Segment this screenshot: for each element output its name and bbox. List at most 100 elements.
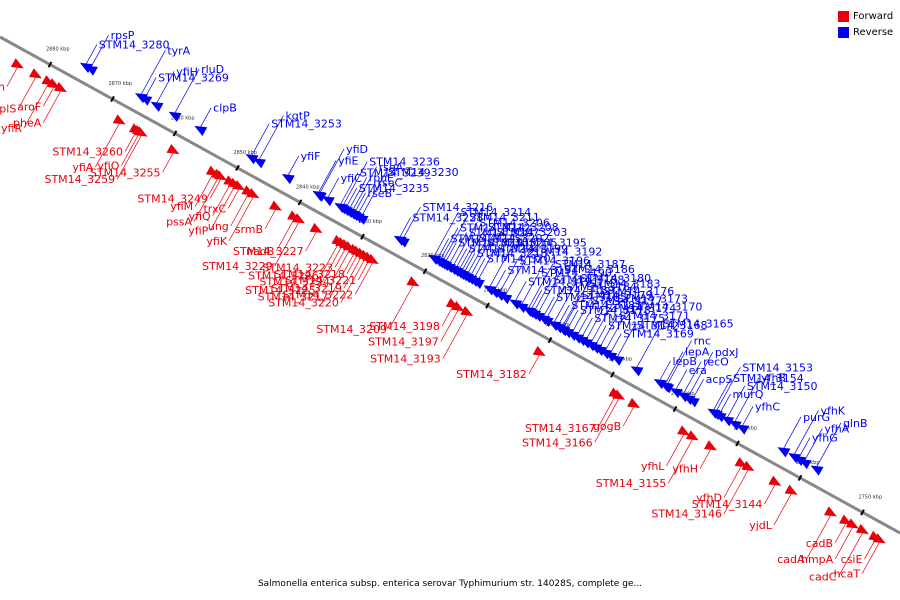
gene-arrow[interactable] [741,460,755,472]
gene-label[interactable]: STM14_3154 [733,372,804,385]
gene-label[interactable]: STM14_3170 [632,300,703,313]
gene-label[interactable]: kgtP [285,110,310,123]
gene-arrow[interactable] [736,424,750,435]
gene-arrow[interactable] [612,389,626,400]
gene-label[interactable]: STM14_3259 [44,173,115,186]
gene-arrow[interactable] [28,68,42,79]
gene-label[interactable]: yfhB [761,372,786,385]
gene-label[interactable]: STM14_3205 [487,237,558,250]
gene-label[interactable]: STM14_3269 [158,71,229,84]
gene-label[interactable]: yfiF [301,150,321,163]
gene-label[interactable]: STM14_3214 [460,206,531,219]
gene-label[interactable]: rseB [368,187,393,200]
gene-arrow[interactable] [166,143,180,155]
gene-label[interactable]: STM14_3194 [508,264,579,277]
gene-label[interactable]: STM14_3193 [370,353,441,366]
gene-label[interactable]: STM14_3186 [564,263,635,276]
gene-label[interactable]: yfiP [188,225,208,238]
gene-label[interactable]: STM14_3172 [608,319,679,332]
gene-arrow[interactable] [532,345,546,356]
gene-label[interactable]: STM14_3222 [282,288,353,301]
gene-arrow[interactable] [604,351,618,362]
gene-label[interactable]: murQ [733,388,764,401]
gene-arrow[interactable] [150,101,164,112]
gene-label[interactable]: cadA [777,553,805,566]
gene-arrow[interactable] [703,440,717,451]
gene-arrow[interactable] [451,301,465,312]
gene-arrow[interactable] [686,397,700,408]
gene-arrow[interactable] [483,285,497,296]
gene-arrow[interactable] [515,302,529,314]
gene-label[interactable]: STM14_3220 [268,297,339,310]
gene-label[interactable]: STM14_3168 [637,319,708,332]
gene-label[interactable]: yfiQ [189,210,211,223]
gene-label[interactable]: pheA [13,117,42,130]
gene-label[interactable]: yfhD [696,492,722,505]
gene-arrow[interactable] [872,533,886,544]
gene-arrow[interactable] [268,200,282,211]
gene-label[interactable]: rpsP [111,29,135,42]
gene-label[interactable]: STM14_3230 [388,166,459,179]
gene-label[interactable]: STM14_3207 [469,227,540,240]
gene-label[interactable]: STM14_3180 [580,272,651,285]
gene-label[interactable]: STM14_3187 [555,258,626,271]
gene-label[interactable]: STM14_3216 [422,201,493,214]
gene-arrow[interactable] [134,93,148,104]
gene-arrow[interactable] [84,65,98,76]
gene-arrow[interactable] [627,397,641,408]
gene-arrow[interactable] [566,330,580,341]
gene-label[interactable]: recO [703,356,729,369]
gene-label[interactable]: STM14_3221 [286,274,357,287]
gene-arrow[interactable] [575,335,589,347]
gene-arrow[interactable] [788,453,802,464]
gene-arrow[interactable] [685,430,699,441]
gene-arrow[interactable] [245,154,259,165]
gene-arrow[interactable] [661,383,675,394]
gene-arrow[interactable] [531,311,545,323]
gene-arrow[interactable] [571,333,585,344]
gene-arrow[interactable] [471,278,485,289]
gene-label[interactable]: STM14_3182 [456,368,527,381]
gene-label[interactable]: STM14_3198 [369,320,440,333]
gene-label[interactable]: clpB [213,102,237,115]
gene-arrow[interactable] [460,305,474,317]
gene-label[interactable]: STM14_3204 [469,243,540,256]
gene-label[interactable]: yfhC [755,400,780,413]
gene-label[interactable]: pssA [166,216,192,229]
gene-label[interactable]: STM14_3217 [258,291,329,304]
gene-label[interactable]: cadB [806,537,833,550]
gene-arrow[interactable] [246,188,260,199]
gene-label[interactable]: rseC [377,176,402,189]
gene-arrow[interactable] [355,214,369,225]
gene-arrow[interactable] [321,196,335,207]
gene-label[interactable]: STM14_3183 [590,277,661,290]
gene-label[interactable]: STM14_3195 [516,237,587,250]
gene-label[interactable]: purG [803,411,830,424]
gene-label[interactable]: STM14_3167 [525,422,596,435]
gene-label[interactable]: yfiO [97,160,119,173]
gene-label[interactable]: cadC [809,571,837,584]
gene-arrow[interactable] [112,114,126,125]
gene-arrow[interactable] [493,290,507,301]
gene-arrow[interactable] [713,412,727,423]
gene-label[interactable]: STM14_3179 [582,289,653,302]
gene-label[interactable]: STM14_3228 [413,212,484,225]
gene-label[interactable]: trxC [203,202,226,215]
gene-arrow[interactable] [593,345,607,357]
gene-arrow[interactable] [677,425,691,436]
gene-label[interactable]: STM14_3185 [556,291,627,304]
gene-label[interactable]: STM14_3212 [460,222,531,235]
gene-label[interactable]: STM14_3206 [479,216,550,229]
gene-arrow[interactable] [653,379,667,390]
gene-arrow[interactable] [292,213,306,224]
gene-label[interactable]: yfhA [824,423,849,436]
gene-label[interactable]: STM14_3175 [594,312,665,325]
gene-arrow[interactable] [168,111,182,122]
gene-label[interactable]: STM14_3253 [271,118,342,131]
gene-label[interactable]: srmB [235,223,263,236]
gene-label[interactable]: STM14_3146 [651,508,722,521]
gene-label[interactable]: era [689,364,707,377]
gene-arrow[interactable] [845,518,859,529]
gene-arrow[interactable] [134,126,148,137]
gene-arrow[interactable] [488,288,502,299]
